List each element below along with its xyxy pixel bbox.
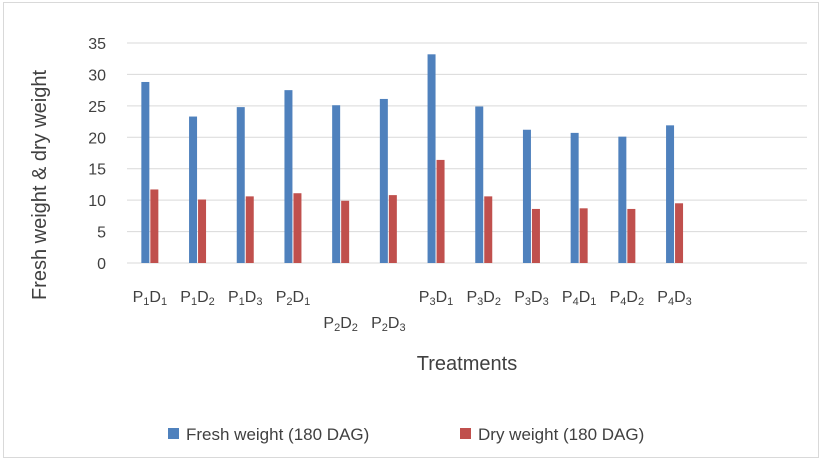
dry-weight-bar xyxy=(388,195,397,263)
fresh-weight-bar xyxy=(332,105,341,263)
dry-weight-bar xyxy=(198,199,207,263)
y-tick-label: 25 xyxy=(88,99,106,116)
y-tick-label: 10 xyxy=(88,193,106,210)
x-category-label: P2D2 xyxy=(323,315,357,334)
x-category-label: P3D1 xyxy=(419,289,453,308)
fresh-weight-bar xyxy=(141,81,150,263)
y-tick-label: 20 xyxy=(88,130,106,147)
x-category-label: P1D1 xyxy=(133,289,167,308)
dry-weight-bar xyxy=(150,189,159,263)
gridlines xyxy=(127,42,807,264)
x-category-label: P4D3 xyxy=(657,289,691,308)
dry-weight-bar xyxy=(579,208,588,263)
legend-swatch-fresh xyxy=(168,428,179,439)
x-axis-title: Treatments xyxy=(417,353,517,375)
fresh-weight-bar xyxy=(236,107,245,263)
y-tick-label: 5 xyxy=(97,225,106,242)
y-tick-label: 35 xyxy=(88,36,106,53)
fresh-weight-bar xyxy=(379,98,388,263)
dry-weight-bar xyxy=(531,208,540,263)
fresh-weight-bar xyxy=(189,116,198,264)
y-axis-tick-labels: 0 5 10 15 20 25 30 35 xyxy=(88,36,106,273)
legend-swatch-dry xyxy=(460,428,471,439)
x-category-label: P4D1 xyxy=(562,289,596,308)
y-tick-label: 15 xyxy=(88,162,106,179)
x-category-label: P3D3 xyxy=(514,289,548,308)
dry-weight-bar xyxy=(436,159,445,263)
dry-weight-bar xyxy=(341,200,350,263)
legend: Fresh weight (180 DAG) Dry weight (180 DA… xyxy=(168,425,644,444)
dry-weight-bar xyxy=(675,203,684,263)
fresh-weight-bar xyxy=(475,106,484,263)
dry-weight-bar xyxy=(245,196,254,263)
x-category-label: P2D1 xyxy=(276,289,310,308)
x-category-label: P3D2 xyxy=(467,289,501,308)
x-category-label: P4D2 xyxy=(610,289,644,308)
fresh-weight-bar xyxy=(666,125,675,263)
x-category-label: P1D2 xyxy=(180,289,214,308)
legend-label: Dry weight (180 DAG) xyxy=(478,425,644,444)
fresh-weight-bar xyxy=(522,129,531,263)
fresh-weight-bar xyxy=(570,132,579,263)
y-tick-label: 0 xyxy=(97,256,106,273)
dry-weight-bar xyxy=(293,193,302,263)
bars xyxy=(141,54,684,264)
y-tick-label: 30 xyxy=(88,67,106,84)
dry-weight-bar xyxy=(484,196,493,263)
x-category-label: P1D3 xyxy=(228,289,262,308)
fresh-weight-bar xyxy=(618,136,627,263)
y-axis-title: Fresh weight & dry weight xyxy=(29,70,51,301)
legend-label: Fresh weight (180 DAG) xyxy=(186,425,369,444)
fresh-weight-bar xyxy=(284,90,293,264)
x-axis-category-labels: P1D1 P1D2 P1D3 P2D1 P2D2 P2D3 P3D1 P3D2 P3D3 P4D1… xyxy=(133,289,692,334)
x-category-label: P2D3 xyxy=(371,315,405,334)
dry-weight-bar xyxy=(627,208,636,263)
fresh-weight-bar xyxy=(427,54,436,263)
